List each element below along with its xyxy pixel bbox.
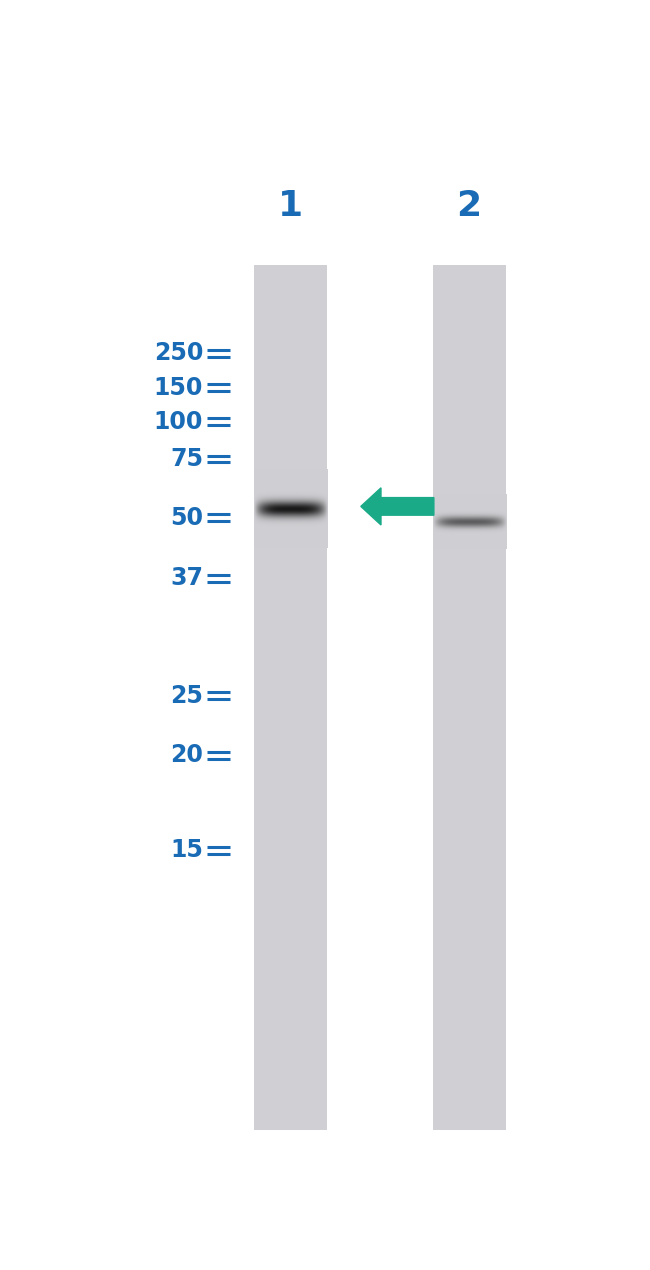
Text: 37: 37 (170, 566, 203, 591)
Text: 25: 25 (170, 683, 203, 707)
Text: 20: 20 (170, 743, 203, 767)
Text: 50: 50 (170, 505, 203, 530)
Bar (254, 265, 327, 1130)
Text: 75: 75 (170, 447, 203, 471)
Text: 1: 1 (278, 189, 303, 224)
Text: 150: 150 (154, 376, 203, 400)
Text: 250: 250 (154, 342, 203, 366)
Text: 2: 2 (456, 189, 482, 224)
Text: 15: 15 (170, 838, 203, 862)
Bar (433, 265, 506, 1130)
Text: 100: 100 (154, 410, 203, 434)
FancyArrow shape (361, 488, 434, 525)
